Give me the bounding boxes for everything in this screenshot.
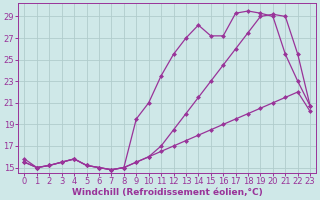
- X-axis label: Windchill (Refroidissement éolien,°C): Windchill (Refroidissement éolien,°C): [72, 188, 263, 197]
